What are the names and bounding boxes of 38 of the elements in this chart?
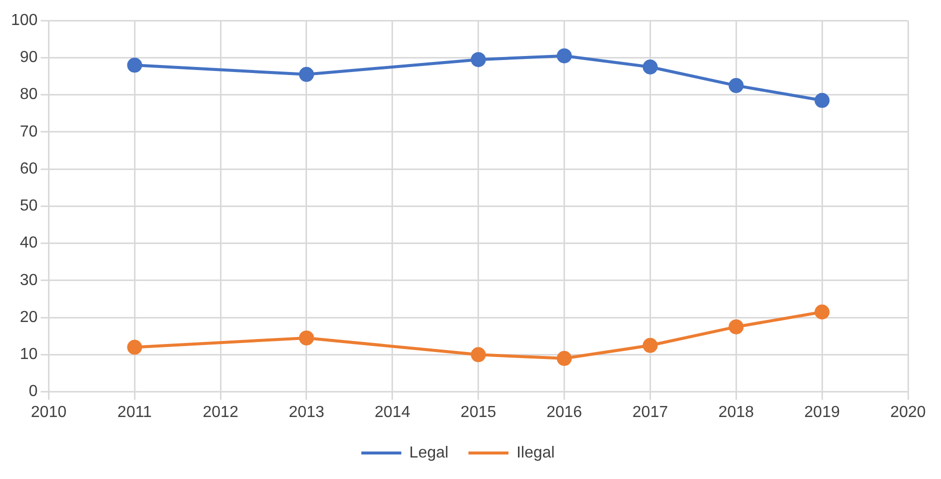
point xyxy=(127,58,142,73)
x-tick-label: 2012 xyxy=(202,404,238,421)
point xyxy=(298,66,314,82)
x-tick-label: 2015 xyxy=(460,404,496,421)
x-tick-label: 2019 xyxy=(804,404,840,421)
y-tick-label: 40 xyxy=(20,234,38,252)
point xyxy=(556,350,572,366)
point xyxy=(470,347,486,362)
y-tick-label: 30 xyxy=(20,272,38,289)
x-tick-label: 2011 xyxy=(117,404,152,421)
y-tick-label: 90 xyxy=(20,49,38,66)
legend-label: Legal xyxy=(409,444,448,462)
point xyxy=(470,52,486,68)
point xyxy=(642,338,658,353)
y-tick-label: 10 xyxy=(20,346,38,364)
x-tick-label: 2016 xyxy=(546,404,582,421)
y-tick-label: 60 xyxy=(20,160,38,178)
point xyxy=(556,48,572,64)
point xyxy=(728,78,744,94)
x-tick-label: 2010 xyxy=(30,404,67,421)
y-tick-label: 70 xyxy=(20,123,38,140)
point xyxy=(814,92,830,108)
point xyxy=(642,60,658,74)
y-tick-label: 100 xyxy=(10,12,38,30)
y-tick-label: 0 xyxy=(28,383,38,400)
point xyxy=(814,304,830,320)
x-tick-label: 2017 xyxy=(632,404,668,421)
y-tick-label: 20 xyxy=(20,308,38,326)
y-tick-label: 50 xyxy=(20,198,38,215)
point xyxy=(728,319,744,334)
x-tick-label: 2013 xyxy=(288,404,324,421)
point xyxy=(298,330,314,346)
y-tick-label: 80 xyxy=(20,86,38,104)
legend-label: Ilegal xyxy=(516,444,555,462)
x-tick-label: 2020 xyxy=(890,404,926,421)
x-tick-label: 2018 xyxy=(718,404,754,421)
point xyxy=(127,340,142,355)
x-tick-label: 2014 xyxy=(374,404,410,421)
